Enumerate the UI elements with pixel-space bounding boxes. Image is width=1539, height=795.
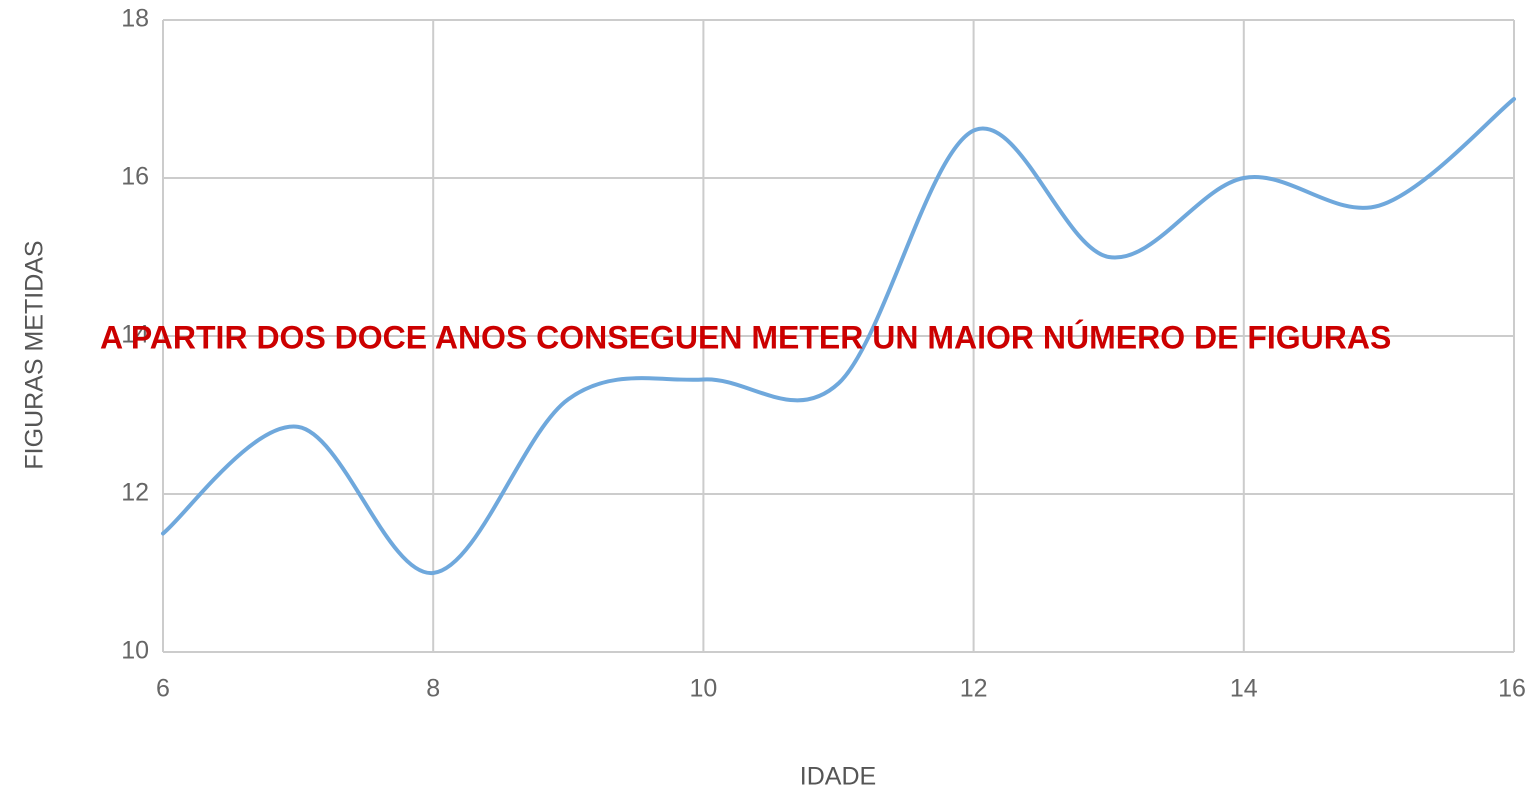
grid: 10 12 14 16 18 6 8 10 12 14 16 bbox=[121, 5, 1526, 703]
x-tick-label: 14 bbox=[1230, 675, 1258, 703]
x-tick-label: 10 bbox=[689, 675, 717, 703]
y-tick-label: 16 bbox=[121, 163, 149, 191]
line bbox=[161, 97, 1516, 576]
marks bbox=[161, 97, 1516, 576]
y-tick-label: 12 bbox=[121, 479, 149, 507]
y-tick-label: 14 bbox=[121, 321, 149, 349]
y-tick-label: 10 bbox=[121, 637, 149, 665]
x-tick-label: 12 bbox=[960, 675, 988, 703]
y-axis-title: FIGURAS METIDAS bbox=[21, 240, 49, 469]
x-tick-label: 16 bbox=[1498, 675, 1526, 703]
x-axis-title: IDADE bbox=[800, 763, 876, 791]
annotation: A PARTIR DOS DOCE ANOS CONSEGUEN METER U… bbox=[100, 319, 1391, 355]
x-tick-label: 8 bbox=[426, 675, 440, 703]
y-tick-label: 18 bbox=[121, 5, 149, 33]
annotations: A PARTIR DOS DOCE ANOS CONSEGUEN METER U… bbox=[100, 319, 1391, 355]
x-tick-label: 6 bbox=[156, 675, 170, 703]
